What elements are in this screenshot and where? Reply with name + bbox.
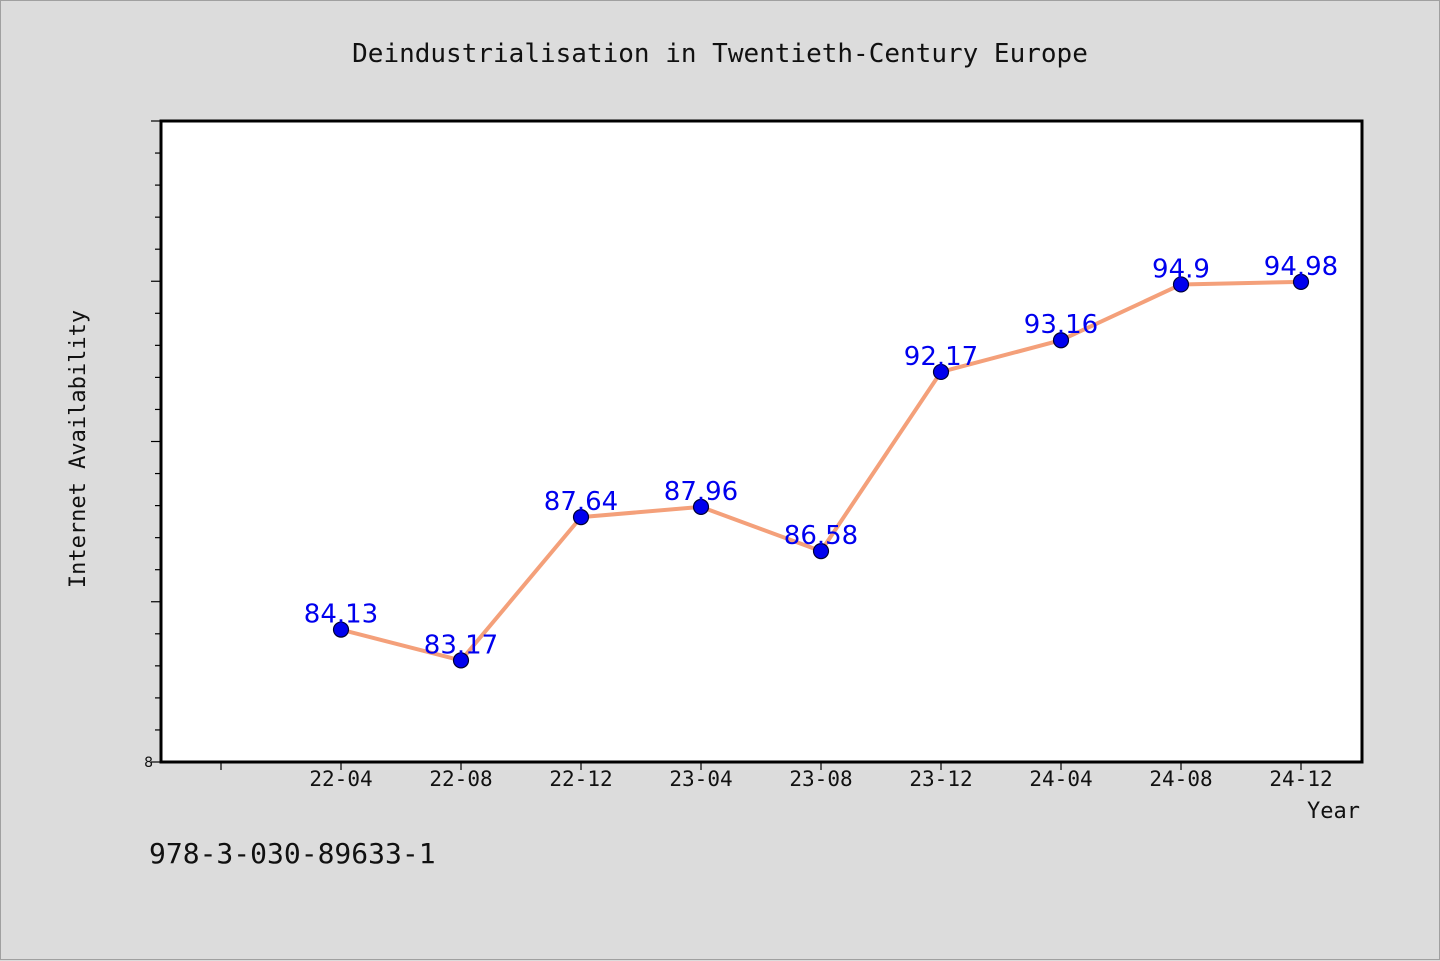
data-label: 92.17 (904, 342, 978, 372)
data-point-marker (1172, 276, 1190, 293)
x-tick-label: 23-12 (909, 767, 972, 791)
footnote-text: 978-3-030-89633-1 (149, 837, 436, 870)
data-labels-layer: 84.13 83.17 87.64 87.96 86.58 92.17 93.16 94.9 9… (304, 252, 1338, 661)
data-point-marker (692, 498, 710, 515)
data-point-marker (332, 621, 350, 638)
data-label: 93.16 (1024, 310, 1098, 340)
y-axis-ticks: 8 (144, 120, 161, 771)
chart-title: Deindustrialisation in Twentieth-Century… (352, 39, 1088, 69)
markers-layer (332, 273, 1310, 669)
x-tick-label: 24-04 (1029, 767, 1092, 791)
x-tick-label: 22-12 (549, 767, 612, 791)
data-label: 86.58 (784, 521, 858, 551)
data-label: 87.96 (664, 477, 738, 507)
data-point-marker (1052, 332, 1070, 349)
x-tick-label: 22-04 (309, 767, 372, 791)
x-axis-ticks: 22-04 22-08 22-12 23-04 23-08 23-12 24-04 24-08… (220, 762, 1333, 791)
data-label: 94.98 (1264, 252, 1338, 282)
x-axis-label: Year (1307, 799, 1360, 824)
y-axis-label: Internet Availability (66, 310, 91, 588)
data-point-marker (1292, 273, 1310, 290)
data-point-marker (812, 543, 830, 560)
x-tick-label: 24-12 (1269, 767, 1332, 791)
data-label: 94.9 (1152, 254, 1210, 284)
x-tick-label: 23-04 (669, 767, 732, 791)
x-tick-label: 22-08 (429, 767, 492, 791)
data-label: 84.13 (304, 600, 378, 630)
data-label: 83.17 (424, 630, 498, 660)
data-point-marker (572, 509, 590, 526)
plot-area (159, 119, 1364, 764)
data-point-marker (452, 652, 470, 669)
y-tick-label: 8 (144, 755, 153, 771)
data-point-marker (932, 363, 950, 381)
x-tick-label: 23-08 (789, 767, 852, 791)
x-tick-label: 24-08 (1149, 767, 1212, 791)
data-label: 87.64 (544, 487, 618, 517)
